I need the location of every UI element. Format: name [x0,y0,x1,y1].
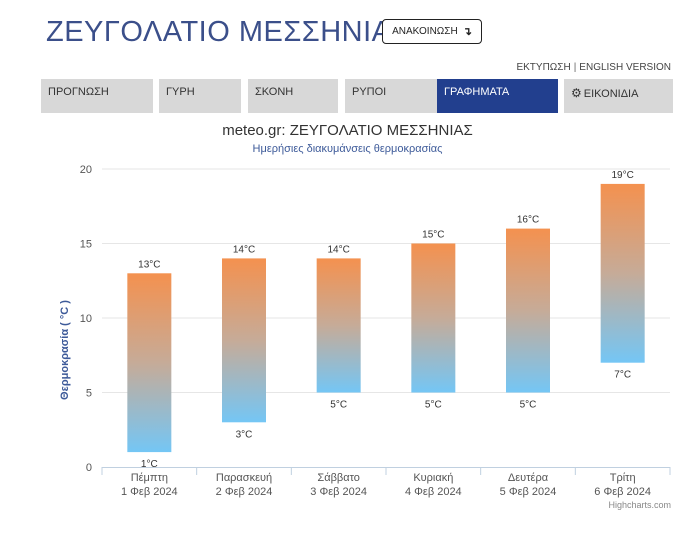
x-tick-label-day: Δευτέρα [508,472,549,484]
x-tick-label-date: 2 Φεβ 2024 [216,486,273,498]
tab-label: ΠΡΟΓΝΩΣΗ [48,86,109,98]
english-version-link[interactable]: ENGLISH VERSION [579,62,671,73]
high-temp-label: 16°C [517,215,539,226]
temperature-range-bar [316,258,361,393]
temperature-range-bar [411,243,456,393]
low-temp-label: 5°C [520,400,537,411]
high-temp-label: 15°C [422,230,444,241]
high-temp-label: 13°C [138,259,160,270]
link-separator: | [573,62,577,73]
x-tick-label-date: 4 Φεβ 2024 [405,486,462,498]
y-tick-label: 5 [86,388,92,400]
temperature-range-bar [600,183,645,363]
low-temp-label: 5°C [425,400,442,411]
temperature-range-bar [222,258,266,423]
tab-label: ΡΥΠΟΙ [352,86,387,98]
x-tick-label-day: Τρίτη [610,472,636,484]
gear-icon: ⚙ [571,86,582,100]
tab-label: ΕΙΚΟΝΙΔΙΑ [583,88,639,100]
arrow-down-icon: ↴ [462,26,472,38]
x-tick-label-date: 3 Φεβ 2024 [310,486,367,498]
y-tick-label: 0 [86,462,92,474]
print-link[interactable]: ΕΚΤΥΠΩΣΗ [516,62,571,73]
x-tick-label-date: 1 Φεβ 2024 [121,486,178,498]
tab-label: ΓΥΡΗ [166,86,195,98]
low-temp-label: 7°C [614,370,631,381]
temperature-range-bar [506,228,550,393]
tab-label: ΣΚΟΝΗ [255,86,294,98]
y-axis-title: Θερμοκρασία ( °C ) [59,300,71,400]
temperature-chart: meteo.gr: ΖΕΥΓΟΛΑΤΙΟ ΜΕΣΣΗΝΙΑΣ Ημερήσιες… [0,118,695,538]
tab-forecast[interactable]: ΠΡΟΓΝΩΣΗ [41,79,153,113]
low-temp-label: 5°C [330,400,347,411]
high-temp-label: 19°C [611,170,633,181]
chart-subtitle: Ημερήσιες διακυμάνσεις θερμοκρασίας [252,143,443,155]
tab-dust[interactable]: ΣΚΟΝΗ [248,79,338,113]
highcharts-credits[interactable]: Highcharts.com [608,500,671,510]
x-tick-label-date: 6 Φεβ 2024 [594,486,651,498]
top-links: ΕΚΤΥΠΩΣΗ | ENGLISH VERSION [516,62,671,73]
x-tick-label-day: Πέμπτη [131,472,168,484]
x-tick-label-day: Κυριακή [413,472,453,484]
y-tick-label: 15 [80,239,92,251]
chart-plot: 0 5 10 15 20 13°C 1°C Πέμπτη 1 Φεβ 2024 14°C 3°C Πα… [59,164,671,498]
tab-icons[interactable]: ⚙ ΕΙΚΟΝΙΔΙΑ [564,79,673,113]
low-temp-label: 1°C [141,459,158,470]
tab-label: ΓΡΑΦΗΜΑΤΑ [444,86,510,98]
announcement-label: ΑΝΑΚΟΙΝΩΣΗ [392,26,458,37]
high-temp-label: 14°C [327,244,349,255]
announcement-button[interactable]: ΑΝΑΚΟΙΝΩΣΗ ↴ [382,19,482,44]
y-tick-label: 20 [80,164,92,176]
y-tick-label: 10 [80,313,92,325]
x-tick-label-date: 5 Φεβ 2024 [500,486,557,498]
station-title: ΖΕΥΓΟΛΑΤΙΟ ΜΕΣΣΗΝΙΑΣ [46,16,410,48]
low-temp-label: 3°C [236,429,253,440]
temperature-range-bar [127,273,172,453]
x-tick-label-day: Παρασκευή [216,472,272,484]
tab-charts[interactable]: ΓΡΑΦΗΜΑΤΑ [437,79,558,113]
tab-pollutants[interactable]: ΡΥΠΟΙ [345,79,437,113]
chart-title: meteo.gr: ΖΕΥΓΟΛΑΤΙΟ ΜΕΣΣΗΝΙΑΣ [222,122,473,139]
main-tabs: ΠΡΟΓΝΩΣΗ ΓΥΡΗ ΣΚΟΝΗ ΡΥΠΟΙ ΓΡΑΦΗΜΑΤΑ ⚙ ΕΙΚ… [41,79,673,113]
high-temp-label: 14°C [233,244,255,255]
tab-pollen[interactable]: ΓΥΡΗ [159,79,241,113]
x-tick-label-day: Σάββατο [317,472,359,484]
